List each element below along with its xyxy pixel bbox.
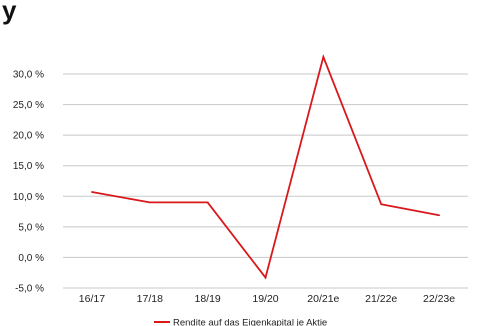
x-tick-label: 22/23e — [423, 293, 455, 305]
y-tick-label: 30,0 % — [13, 70, 44, 81]
y-tick-label: 5,0 % — [18, 222, 44, 233]
y-axis-ticks: -5,0 % 0,0 % 5,0 % 10,0 % 15,0 % 20,0 % 25,0 %… — [13, 70, 44, 295]
series-line — [91, 53, 440, 280]
data-point — [438, 214, 440, 217]
corner-glyph: y — [2, 0, 17, 25]
data-point — [322, 55, 325, 58]
x-tick-label: 19/20 — [252, 293, 278, 305]
y-tick-label: 10,0 % — [13, 192, 44, 203]
legend-label: Rendite auf das Eigenkapital je Aktie — [173, 318, 327, 326]
y-tick-label: 15,0 % — [13, 161, 44, 172]
x-tick-label: 16/17 — [79, 293, 105, 305]
series-layer — [91, 53, 440, 280]
legend: Rendite auf das Eigenkapital je Aktie — [154, 318, 327, 326]
grid-layer — [63, 73, 468, 289]
data-point — [264, 276, 267, 279]
y-tick-label: -5,0 % — [15, 284, 44, 295]
x-tick-label: 17/18 — [137, 293, 163, 305]
data-point — [380, 203, 383, 206]
x-axis-ticks: 16/17 17/18 18/19 19/20 20/21e 21/22e 22/23e — [79, 293, 455, 305]
y-tick-label: 20,0 % — [13, 131, 44, 142]
x-tick-label: 18/19 — [195, 293, 221, 305]
data-point — [148, 201, 151, 204]
x-tick-label: 20/21e — [307, 293, 339, 305]
x-tick-label: 21/22e — [365, 293, 397, 305]
data-point — [206, 201, 209, 204]
y-tick-label: 0,0 % — [18, 253, 44, 264]
data-point — [91, 191, 93, 193]
y-tick-label: 25,0 % — [13, 100, 44, 111]
